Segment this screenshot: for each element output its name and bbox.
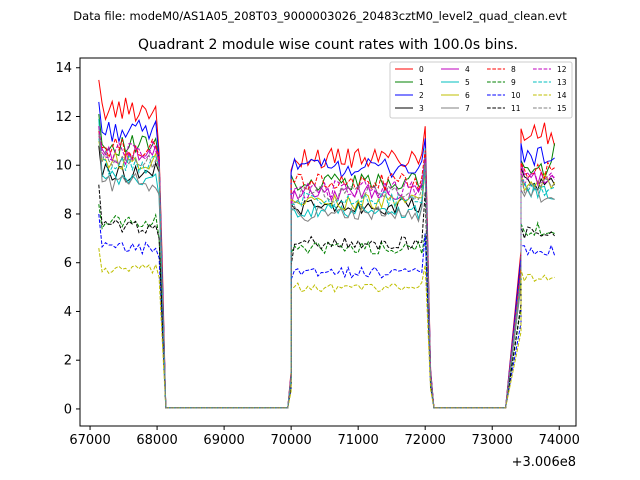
x-tick-label: 74000	[539, 433, 580, 448]
y-tick-label: 0	[64, 402, 72, 417]
legend-label-6: 6	[465, 91, 470, 100]
legend-label-11: 11	[511, 104, 521, 113]
legend-label-4: 4	[465, 65, 470, 74]
legend-label-0: 0	[419, 65, 424, 74]
legend-label-15: 15	[557, 104, 567, 113]
plot-frame	[79, 57, 577, 427]
series-line-5	[98, 118, 555, 409]
series-line-12	[98, 126, 556, 409]
x-tick-label: 68000	[136, 433, 177, 448]
x-tick-label: 73000	[472, 433, 513, 448]
legend-label-3: 3	[419, 104, 424, 113]
legend-label-2: 2	[419, 91, 424, 100]
chart-suptitle: Data file: modeM0/AS1A05_208T03_90000030…	[73, 9, 567, 23]
series-line-6	[98, 140, 556, 409]
series-line-11	[98, 184, 555, 409]
series-line-8	[98, 131, 555, 409]
series-layer	[98, 79, 556, 409]
series-line-2	[98, 101, 555, 409]
legend-label-1: 1	[419, 78, 424, 87]
y-axis: 0 2 4 6 8 10 12 14	[55, 61, 80, 417]
y-tick-label: 10	[55, 159, 72, 174]
series-line-3	[98, 145, 556, 409]
x-tick-label: 69000	[203, 433, 244, 448]
legend-label-14: 14	[557, 91, 567, 100]
y-tick-label: 12	[55, 110, 72, 125]
series-line-15	[98, 133, 555, 409]
series-line-10	[98, 213, 556, 409]
y-tick-label: 8	[64, 207, 72, 222]
legend-label-9: 9	[511, 78, 516, 87]
legend-label-7: 7	[465, 104, 470, 113]
x-axis-offset-label: +3.006e8	[512, 455, 576, 470]
series-line-7	[98, 126, 555, 409]
series-line-0	[98, 79, 556, 409]
x-tick-label: 72000	[405, 433, 446, 448]
legend-label-5: 5	[465, 78, 470, 87]
y-tick-label: 6	[64, 256, 72, 271]
x-tick-label: 70000	[270, 433, 311, 448]
chart-title: Quadrant 2 module wise count rates with …	[138, 37, 518, 53]
y-tick-label: 14	[55, 61, 72, 76]
legend-label-12: 12	[557, 65, 567, 74]
y-tick-label: 2	[64, 354, 72, 369]
legend-label-13: 13	[557, 78, 567, 87]
series-line-14	[98, 248, 555, 409]
legend-box	[389, 61, 573, 119]
legend-label-10: 10	[511, 91, 521, 100]
series-line-13	[98, 138, 555, 409]
legend-label-8: 8	[511, 65, 516, 74]
y-tick-label: 4	[64, 305, 72, 320]
series-line-9	[98, 204, 555, 409]
x-axis: 67000 68000 69000 70000 71000 72000 73000 74000	[69, 426, 580, 448]
x-tick-label: 67000	[69, 433, 110, 448]
x-tick-label: 71000	[337, 433, 378, 448]
